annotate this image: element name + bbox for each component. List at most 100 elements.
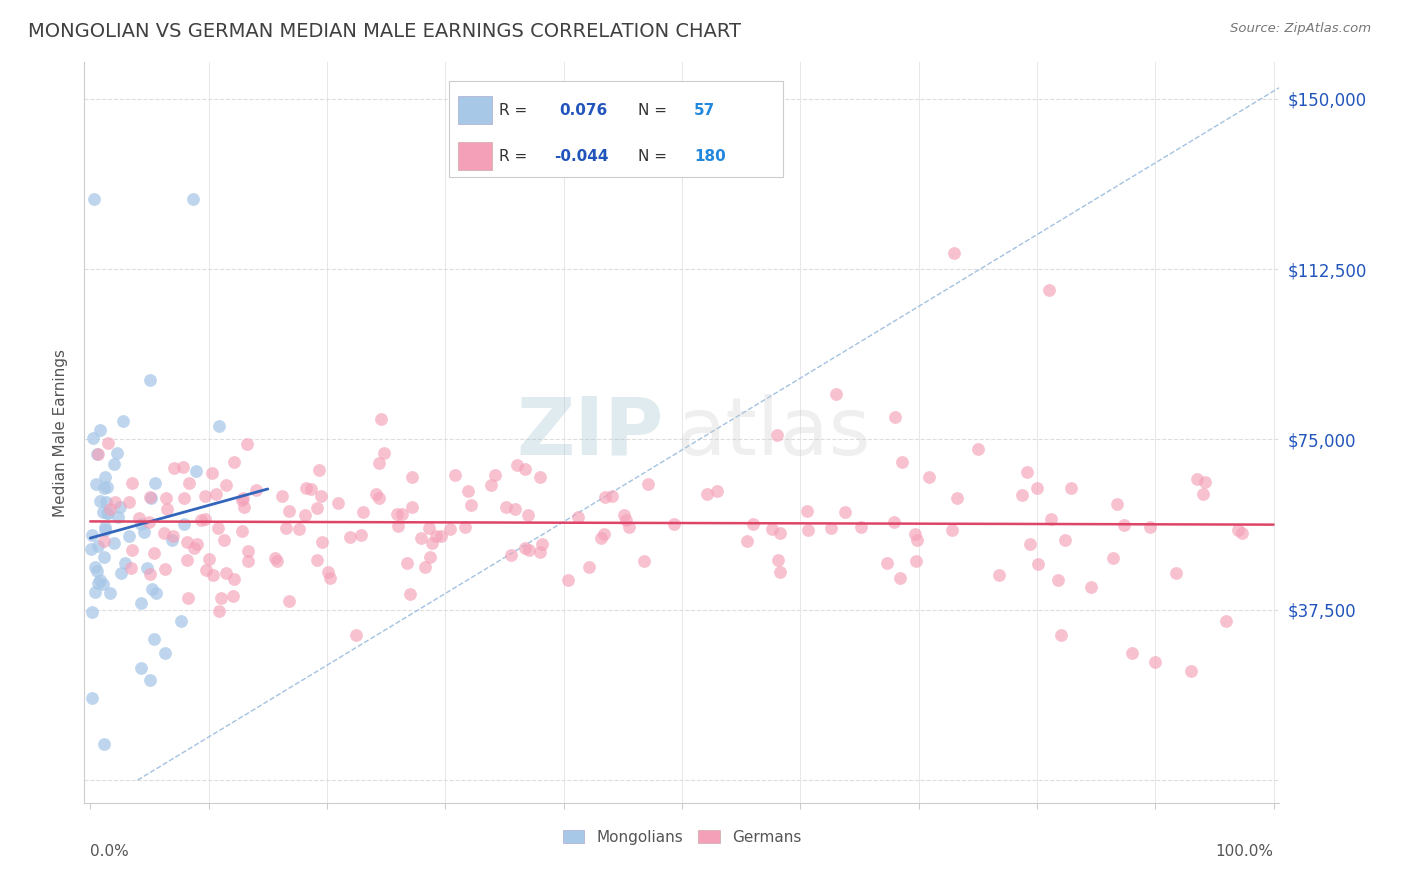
Point [741,517,763,532]
Point [316,565,339,579]
Point [98,586,121,600]
Point [593,526,616,541]
Point [83,192,105,206]
FancyBboxPatch shape [458,96,492,125]
Point [212,533,235,547]
Point [1053,533,1076,548]
Text: 0.0%: 0.0% [90,844,129,859]
Point [589,531,612,545]
Point [941,524,963,538]
Point [411,531,433,545]
Point [87,539,110,553]
Point [513,462,536,476]
Point [145,586,167,600]
Point [138,515,160,529]
Point [198,551,221,566]
Point [1019,537,1042,551]
Point [97,506,120,520]
Point [768,552,790,566]
Point [1121,646,1143,660]
Point [824,387,846,401]
Point [370,411,392,425]
Point [138,490,160,504]
Point [399,587,422,601]
Point [311,535,333,549]
Point [350,528,373,542]
Point [495,500,517,514]
Point [143,632,166,647]
Point [503,501,526,516]
Point [153,525,176,540]
Point [425,529,447,543]
Point [1164,566,1187,580]
Point [91,505,114,519]
Point [1049,628,1071,642]
Point [1185,472,1208,486]
Point [515,541,537,555]
Point [96,480,118,494]
Point [89,423,111,437]
Point [121,475,143,490]
Point [232,500,254,515]
Point [905,533,928,547]
Point [517,508,540,522]
Point [84,585,107,599]
Point [91,577,114,591]
Point [904,527,927,541]
Point [93,737,115,751]
Point [664,517,686,532]
Point [194,511,217,525]
Text: R =: R = [499,149,527,163]
Point [1180,664,1202,678]
Point [263,550,285,565]
Point [1047,573,1070,587]
Point [889,571,911,585]
Point [118,495,141,509]
Point [344,628,367,642]
Point [295,481,318,495]
Point [236,554,259,568]
Point [1227,523,1250,537]
Point [391,507,413,521]
Point [222,589,245,603]
Point [93,534,115,549]
Point [108,500,131,515]
Point [141,582,163,597]
Point [136,561,159,575]
Point [890,455,912,469]
Point [107,510,129,524]
Point [735,533,758,548]
Point [769,565,792,579]
Point [479,477,502,491]
Point [232,491,254,505]
Point [105,446,128,460]
Point [84,477,107,491]
Point [401,500,423,515]
Point [231,492,253,507]
Point [368,456,391,470]
Point [94,470,117,484]
Point [184,464,207,478]
Point [413,560,436,574]
Point [208,604,231,618]
Legend: Mongolians, Germans: Mongolians, Germans [557,823,807,851]
Point [222,455,245,469]
Point [274,521,297,535]
Point [93,481,115,495]
Point [1038,283,1060,297]
Point [139,491,162,506]
Point [339,530,361,544]
Point [820,521,842,535]
Point [531,537,554,551]
Point [93,550,115,565]
Point [796,504,818,518]
Point [170,614,193,628]
Point [366,487,388,501]
Point [114,556,136,570]
Point [139,673,162,688]
Point [245,483,267,497]
Point [201,467,224,481]
Point [120,561,142,575]
Point [277,504,299,518]
Point [1080,580,1102,594]
